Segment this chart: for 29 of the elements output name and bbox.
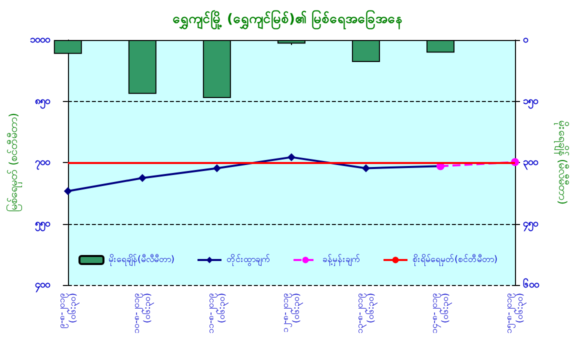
x-tick-label: ၁၂-၈-၂၀၁၉ (၀၆:၃၀) <box>280 293 303 332</box>
y2-tick-label: ၁၅၀ <box>523 96 538 110</box>
x-tick-label: ၁၁-၈-၂၀၁၉ (၀၆:၃၀) <box>206 293 228 334</box>
x-tick-label: ၁၃-၈-၂၀၁၉ (၀၆:၃၀) <box>355 293 378 334</box>
x-tick-label: ၁၄-၈-၂၀၁၉ (၀၆:၃၀) <box>430 293 452 334</box>
point <box>64 187 72 196</box>
point <box>362 164 370 172</box>
chart-title: ရွှေကျင်မြို့ (ရွှေကျင်မြစ်)၏ မြစ်ရေအခြေအနေ <box>172 9 404 30</box>
legend-label: ခန့်မှန်းချက် <box>322 254 360 266</box>
y-tick-label: ၅၅၀ <box>34 218 50 232</box>
point <box>212 164 221 172</box>
x-tick-label: ၁၀-၈-၂၀၁၉ (၀၆:၃၀) <box>132 293 154 334</box>
y2-tick-label: ၄၅၀ <box>523 218 538 232</box>
y2-tick-label: ၀ <box>523 34 528 46</box>
legend-label: မိုးရေချိန်(မီလီမီတာ) <box>108 254 175 266</box>
y2-tick-label: ၃၀၀ <box>523 157 538 171</box>
y-tick-label: ၁၀၀၀ <box>30 34 50 46</box>
x-tick-label: ၉-၈-၂၀၁၉ (၀၆:၃၀) <box>57 293 80 328</box>
point <box>287 153 296 162</box>
legend-label: တိုင်းထွာချက် <box>226 254 270 266</box>
y-tick-label: ၄၀၀ <box>34 280 50 294</box>
y-tick-label: ၈၅၀ <box>34 96 50 110</box>
point <box>138 174 146 182</box>
y2-axis-title: မိုးရေချိန် (မီလီမီတာ) <box>554 120 569 205</box>
x-tick-label: ၁၅-၈-၂၀၁၉ (၀၆:၃၀) <box>504 293 526 334</box>
y-tick-label: ၇၀၀ <box>34 157 50 171</box>
y2-tick-label: ၆၀၀ <box>523 278 539 290</box>
y-axis-title: မြစ်ရေမှတ် (စင်တီမီတာ) <box>6 112 22 212</box>
legend-label: စိုးရိမ်ရေမှတ်(စင်တီမီတာ) <box>412 254 498 266</box>
